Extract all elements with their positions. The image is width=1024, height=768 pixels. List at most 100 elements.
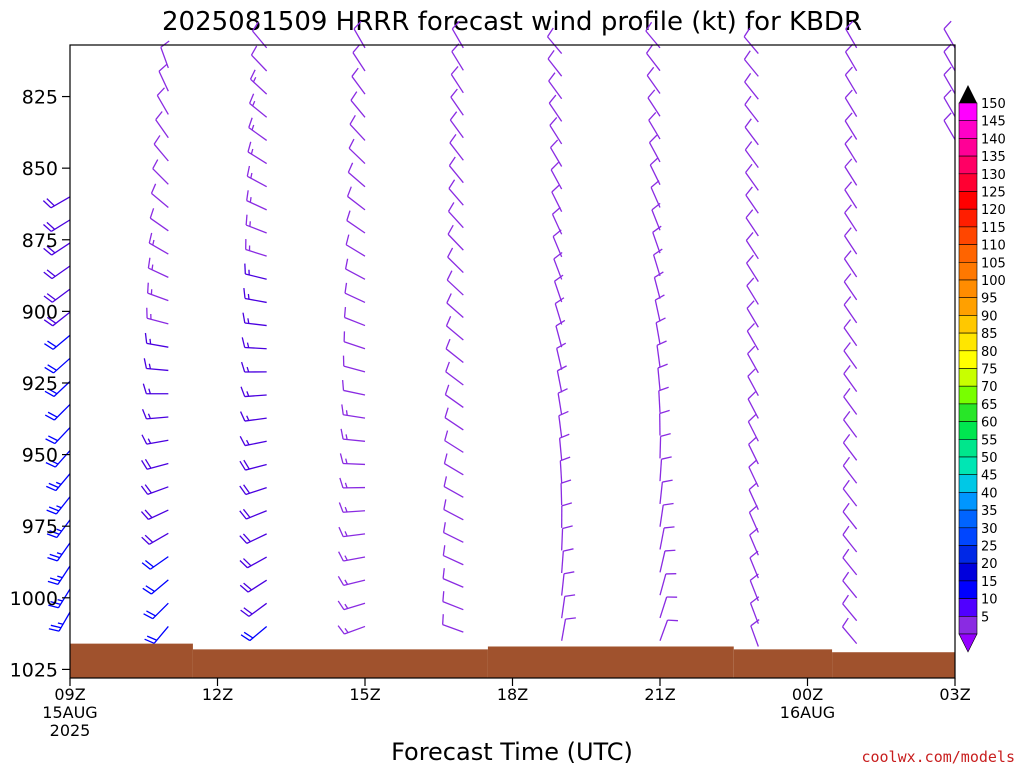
- wind-barb: [943, 66, 956, 95]
- barb-half-flag: [57, 575, 63, 579]
- wind-barb: [239, 579, 268, 593]
- wind-barb: [652, 225, 662, 254]
- ground-segment: [192, 649, 488, 678]
- barb-staff: [652, 232, 661, 254]
- legend-swatch: [958, 580, 978, 599]
- barb-flag: [141, 562, 151, 570]
- barb-flag: [647, 89, 656, 99]
- barb-flag: [747, 345, 756, 355]
- ground-segment: [733, 649, 833, 678]
- barb-flag: [141, 408, 148, 420]
- barb-flag: [146, 635, 158, 641]
- barb-flag: [43, 319, 54, 327]
- wind-barb: [745, 232, 759, 260]
- wind-barb: [47, 542, 71, 562]
- barb-flag: [45, 438, 56, 445]
- barb-flag: [444, 407, 449, 418]
- barb-flag: [744, 141, 753, 151]
- legend-label: 25: [981, 540, 998, 555]
- wind-barb: [243, 288, 267, 304]
- barb-staff: [561, 618, 567, 641]
- barb-staff: [444, 440, 464, 453]
- barb-flag: [562, 525, 573, 530]
- barb-half-flag: [56, 505, 62, 509]
- y-tick-label: 950: [22, 445, 58, 467]
- wind-barb: [239, 556, 267, 569]
- barb-flag: [240, 634, 251, 642]
- barb-staff: [744, 149, 759, 168]
- barb-staff: [447, 256, 464, 274]
- barb-staff: [744, 81, 759, 100]
- legend-label: 100: [981, 274, 1006, 289]
- barb-flag: [657, 363, 668, 369]
- barb-flag: [551, 184, 560, 193]
- legend-label: 75: [981, 363, 998, 378]
- barb-staff: [349, 123, 366, 141]
- wind-barb: [550, 161, 563, 190]
- barb-staff: [346, 220, 366, 234]
- wind-barb: [747, 391, 759, 419]
- barb-flag: [344, 258, 349, 270]
- y-axis: 825 850 875 900 925 950 975 1000 1025: [10, 87, 70, 681]
- barb-staff: [659, 527, 665, 550]
- barb-flag: [147, 257, 151, 269]
- barb-staff: [844, 143, 858, 163]
- legend-swatch: [958, 527, 978, 546]
- barb-staff: [442, 601, 464, 611]
- barb-flag: [48, 604, 59, 609]
- barb-staff: [158, 70, 169, 92]
- barb-flag: [245, 214, 248, 226]
- wind-barb: [351, 67, 366, 95]
- wind-barb: [245, 239, 267, 257]
- legend-swatch: [958, 120, 978, 139]
- barb-flag: [550, 139, 559, 148]
- barb-flag: [547, 49, 555, 60]
- barb-staff: [747, 421, 759, 442]
- wind-barb: [45, 450, 71, 468]
- barb-staff: [943, 120, 956, 140]
- barb-flag: [448, 156, 456, 167]
- legend-swatch: [958, 244, 978, 263]
- barb-half-flag: [147, 438, 152, 444]
- wind-barb: [447, 224, 464, 251]
- wind-barb: [655, 317, 666, 345]
- barb-staff: [647, 97, 661, 117]
- barb-flag: [158, 63, 168, 72]
- wind-barb: [560, 479, 572, 506]
- legend-label: 110: [981, 239, 1006, 254]
- wind-barb: [842, 502, 858, 530]
- barb-flag: [242, 533, 251, 543]
- wind-barb: [746, 254, 759, 282]
- wind-barb: [240, 386, 267, 398]
- barb-flag: [451, 20, 460, 30]
- barb-staff: [743, 58, 759, 77]
- wind-barb: [843, 365, 858, 392]
- wind-barb: [556, 342, 567, 370]
- barb-flag: [750, 596, 760, 604]
- barb-half-flag: [345, 410, 348, 416]
- y-tick-label: 925: [22, 373, 58, 395]
- wind-barb: [239, 459, 267, 471]
- barb-staff: [746, 262, 759, 282]
- barb-flag: [746, 254, 754, 264]
- wind-barb: [843, 319, 858, 347]
- wind-barb: [648, 112, 661, 140]
- barb-flag: [145, 585, 155, 593]
- wind-barb: [448, 156, 464, 184]
- barb-staff: [347, 171, 366, 188]
- barb-flag: [749, 550, 759, 559]
- barb-staff: [444, 463, 464, 476]
- barb-staff: [842, 442, 858, 461]
- barb-staff: [943, 97, 956, 117]
- barb-flag: [49, 553, 60, 559]
- wind-barb: [141, 532, 169, 545]
- barb-staff: [844, 120, 858, 140]
- barb-half-flag: [148, 388, 151, 394]
- barb-staff: [560, 483, 563, 506]
- barb-flag: [450, 88, 458, 98]
- barb-staff: [447, 233, 464, 251]
- barb-flag: [843, 296, 852, 306]
- barb-staff: [844, 189, 858, 209]
- wind-barb: [44, 357, 71, 374]
- barb-staff: [655, 322, 661, 345]
